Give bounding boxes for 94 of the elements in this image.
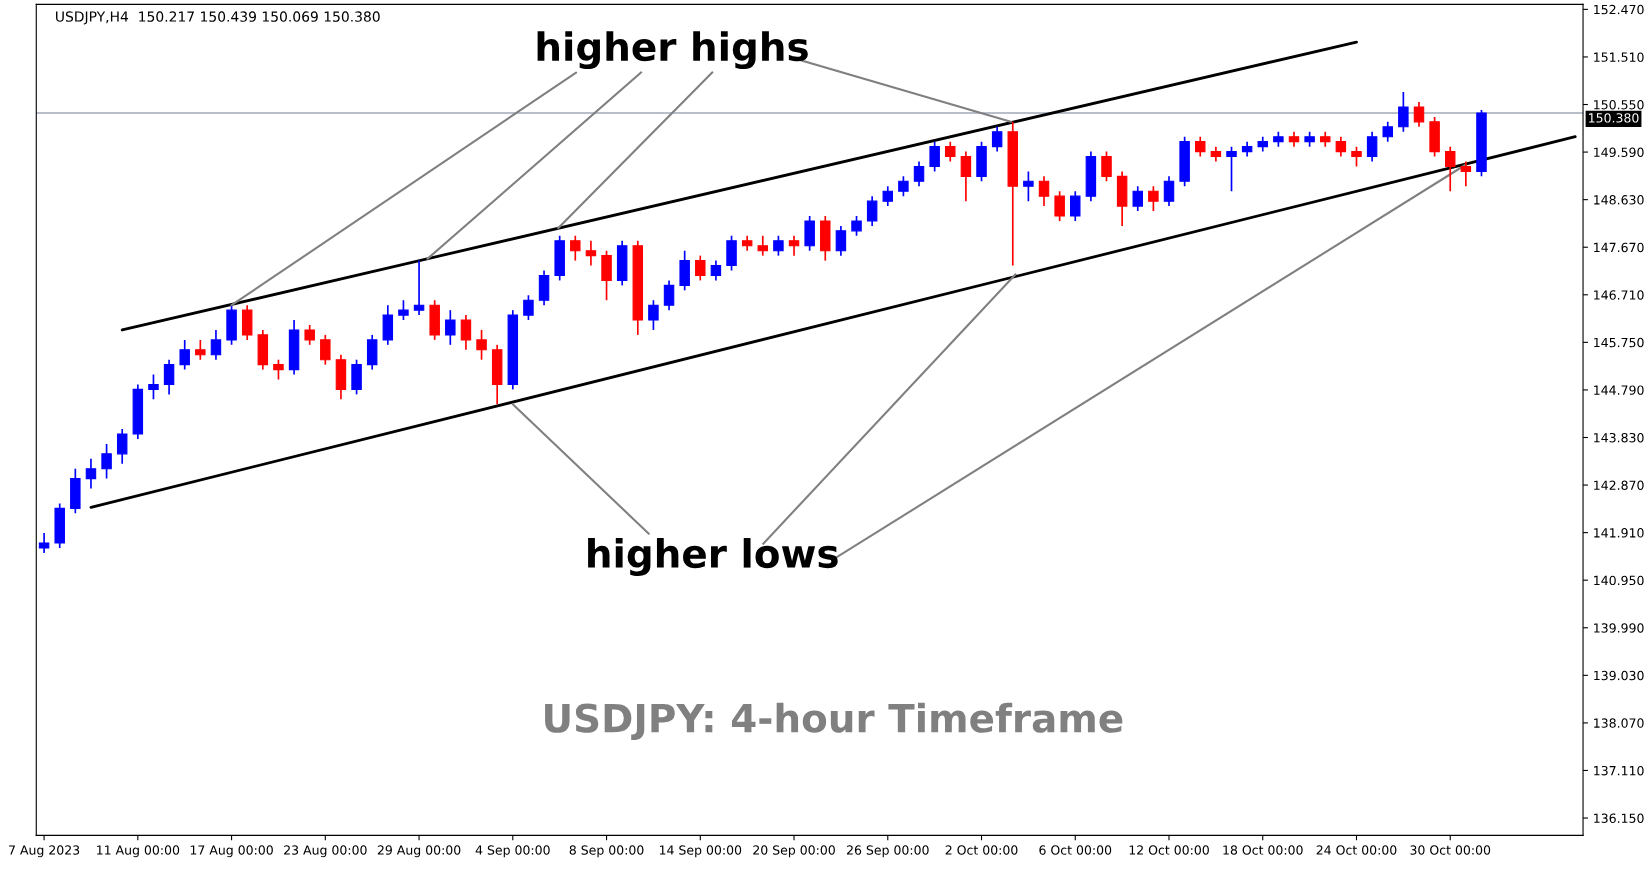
- annotation: higher lows: [588, 538, 838, 576]
- candlestick: [866, 195, 878, 227]
- x-tick-label: 6 Oct 00:00: [1039, 845, 1112, 855]
- candlestick: [882, 185, 894, 207]
- y-tick-label: 139.990: [1594, 623, 1644, 633]
- candlestick: [1101, 150, 1112, 183]
- candlestick: [851, 215, 862, 237]
- y-tick-label: 138.070: [1594, 718, 1644, 728]
- annotation: higher highs: [537, 31, 808, 70]
- candlestick: [648, 299, 659, 331]
- candlestick: [1366, 130, 1378, 163]
- candlestick: [101, 443, 112, 480]
- x-tick-label: 18 Oct 00:00: [1223, 845, 1303, 855]
- x-tick-label: 17 Aug 00:00: [190, 845, 273, 858]
- candlestick: [1351, 145, 1362, 168]
- candlestick: [945, 140, 956, 163]
- y-tick-label: 140.950: [1594, 575, 1644, 586]
- y-tick-label: 144.790: [1594, 385, 1644, 395]
- y-tick-label: 152.470: [1594, 4, 1644, 15]
- candlestick: [304, 324, 315, 346]
- annotation: USDJPY: 4-hour Timeframe: [545, 702, 1123, 741]
- candlestick: [1070, 190, 1081, 222]
- y-tick-label: 148.630: [1594, 195, 1644, 205]
- candlestick: [476, 329, 487, 361]
- candlestick: [398, 299, 409, 321]
- y-tick-label: 147.670: [1594, 242, 1644, 253]
- x-tick-label: 23 Aug 00:00: [284, 845, 367, 858]
- y-tick-label: 146.710: [1594, 290, 1644, 300]
- y-tick-label: 139.030: [1594, 670, 1644, 681]
- candlestick: [570, 234, 581, 262]
- x-tick-label: 30 Oct 00:00: [1410, 845, 1491, 855]
- x-tick-label: 20 Sep 00:00: [753, 845, 835, 858]
- candlestick: [195, 339, 206, 361]
- x-tick-label: 26 Sep 00:00: [846, 845, 929, 858]
- candlestick: [445, 309, 456, 346]
- candlestick: [835, 225, 847, 257]
- candlestick: [898, 175, 909, 198]
- x-tick-label: 8 Sep 00:00: [569, 845, 644, 858]
- candlestick: [1335, 135, 1347, 158]
- y-tick-label: 145.750: [1594, 337, 1644, 348]
- x-tick-label: 14 Sep 00:00: [659, 845, 742, 858]
- x-tick-label: 2 Oct 00:00: [945, 845, 1018, 855]
- candlestick: [773, 234, 784, 257]
- candlestick: [1195, 135, 1206, 158]
- x-tick-label: 7 Aug 2023: [9, 845, 80, 858]
- candlestick: [991, 125, 1003, 153]
- candlestick: [757, 234, 769, 257]
- y-tick-label: 149.590: [1594, 147, 1644, 158]
- y-tick-label: 151.510: [1594, 52, 1644, 62]
- candlestick: [929, 140, 940, 173]
- candlestick: [710, 259, 722, 282]
- candlestick: [1382, 121, 1393, 143]
- candlestick: [148, 373, 159, 401]
- y-tick-label: 142.870: [1594, 480, 1644, 490]
- candlestick: [1226, 145, 1237, 193]
- candlestick: [85, 457, 97, 490]
- candlestick: [413, 259, 425, 316]
- x-tick-label: 24 Oct 00:00: [1316, 845, 1397, 855]
- candlestick: [210, 329, 222, 361]
- candlestick: [1148, 185, 1159, 212]
- candlestick: [38, 532, 50, 554]
- candlestick: [179, 339, 190, 371]
- chart-title: USDJPY,H4 150.217 150.439 150.069 150.380: [56, 11, 380, 25]
- ref-line-label: 150.380: [1589, 113, 1639, 123]
- candlestick: [163, 358, 175, 396]
- candlestick: [1023, 170, 1034, 202]
- candlestick: [1413, 101, 1425, 128]
- x-tick-label: 12 Oct 00:00: [1129, 845, 1209, 855]
- candlestick: [273, 358, 284, 381]
- candlestick: [1132, 185, 1144, 212]
- candlestick: [663, 279, 675, 311]
- candlestick: [1038, 175, 1050, 207]
- y-tick-label: 136.150: [1594, 813, 1644, 823]
- y-tick-label: 137.110: [1594, 765, 1644, 776]
- y-tick-label: 150.550: [1594, 99, 1644, 110]
- candlestick: [585, 239, 597, 267]
- candlestick: [913, 160, 925, 188]
- candlestick: [695, 254, 706, 282]
- candlestick: [1444, 145, 1456, 193]
- x-tick-label: 4 Sep 00:00: [475, 845, 550, 858]
- candlestick: [960, 150, 972, 202]
- candlestick: [788, 234, 800, 257]
- candlestick: [1398, 91, 1409, 133]
- candlestick: [1054, 190, 1065, 222]
- candlestick: [460, 314, 472, 351]
- x-tick-label: 11 Aug 00:00: [97, 845, 180, 858]
- y-tick-label: 143.830: [1594, 432, 1644, 443]
- y-tick-label: 141.910: [1594, 528, 1644, 538]
- candlestick: [1460, 160, 1472, 188]
- x-tick-label: 29 Aug 00:00: [377, 845, 461, 858]
- candlestick: [116, 428, 128, 465]
- candlestick: [523, 294, 534, 321]
- candlestick: [320, 334, 331, 366]
- candlestick: [1163, 175, 1175, 207]
